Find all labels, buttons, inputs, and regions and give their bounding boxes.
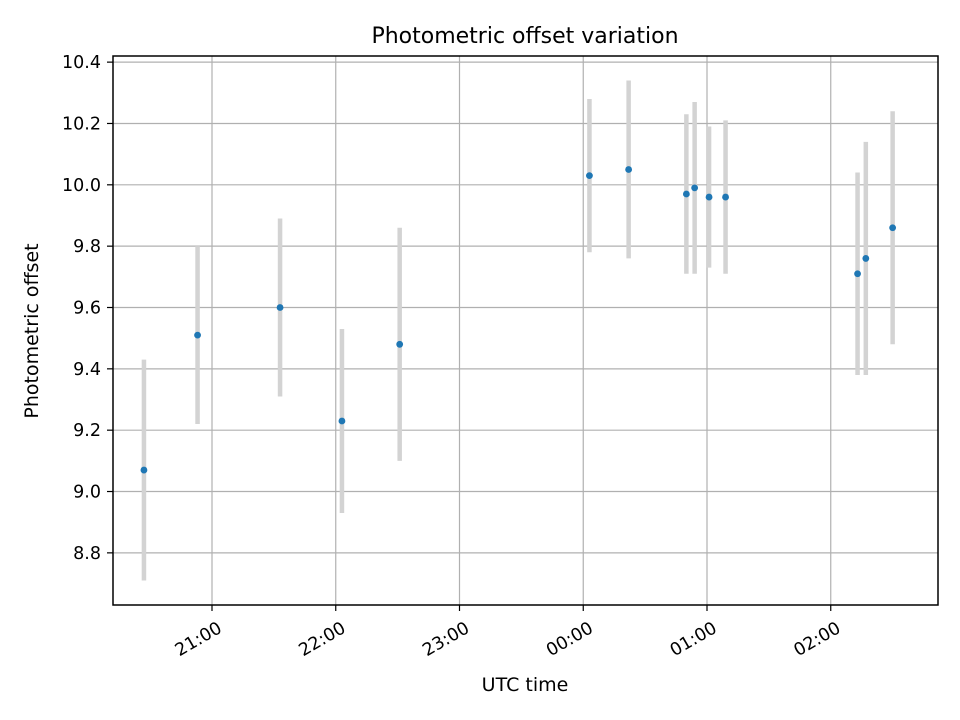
x-tick-label: 02:00 xyxy=(791,618,845,661)
y-tick-label: 8.8 xyxy=(73,544,101,564)
y-axis-ticks: 8.8 9.0 9.2 9.4 9.6 9.8 10.0 10.2 10.4 xyxy=(62,53,113,564)
chart-title: Photometric offset variation xyxy=(371,24,678,49)
data-point xyxy=(396,340,404,348)
x-tick-label: 00:00 xyxy=(543,618,597,661)
data-point xyxy=(276,304,284,311)
y-tick-label: 10.4 xyxy=(62,53,101,73)
x-axis-label: UTC time xyxy=(482,674,569,696)
y-tick-label: 9.8 xyxy=(73,237,101,257)
y-axis-label: Photometric offset xyxy=(21,243,43,418)
data-point xyxy=(854,270,861,278)
x-tick-label: 23:00 xyxy=(419,618,473,661)
data-point xyxy=(889,224,897,232)
data-point xyxy=(625,166,633,173)
data-point xyxy=(682,190,690,198)
data-point xyxy=(586,172,593,180)
x-tick-label: 22:00 xyxy=(296,618,350,661)
x-axis-ticks: 21:00 22:00 23:00 00:00 01:00 02:00 xyxy=(172,605,844,661)
y-tick-label: 10.2 xyxy=(62,114,101,134)
y-tick-label: 9.4 xyxy=(73,360,101,380)
x-tick-label: 21:00 xyxy=(172,618,226,661)
error-bars xyxy=(141,80,895,581)
data-point xyxy=(194,331,201,339)
y-tick-label: 9.6 xyxy=(73,298,101,318)
y-tick-label: 9.0 xyxy=(73,483,101,503)
plot-frame xyxy=(112,55,939,606)
data-point xyxy=(722,193,729,201)
data-points xyxy=(140,166,897,474)
x-tick-label: 01:00 xyxy=(667,618,721,661)
data-point xyxy=(140,466,148,474)
y-tick-label: 10.0 xyxy=(62,176,101,196)
data-point xyxy=(705,193,713,201)
grid xyxy=(113,56,938,605)
y-tick-label: 9.2 xyxy=(73,421,101,441)
data-point xyxy=(862,255,870,262)
data-point xyxy=(691,184,699,192)
data-point xyxy=(338,417,346,425)
